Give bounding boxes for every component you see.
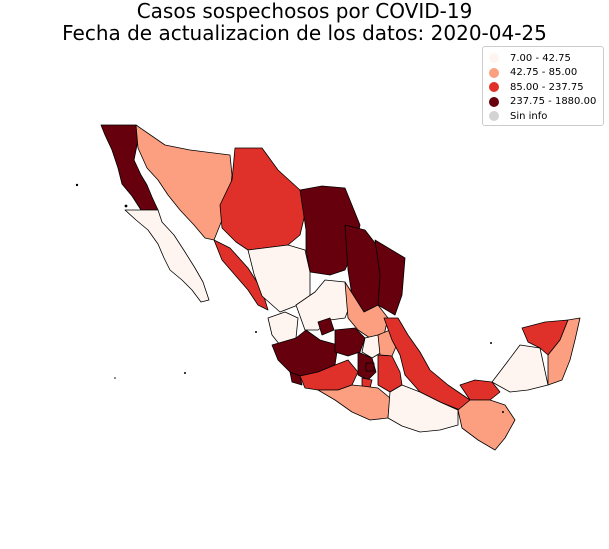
state-sonora	[135, 124, 233, 241]
state-colima	[289, 371, 303, 386]
legend-label: 7.00 - 42.75	[510, 52, 571, 64]
map-title-line-2: Fecha de actualizacion de los datos: 202…	[62, 21, 547, 45]
state-oaxaca	[387, 384, 459, 433]
island-1	[75, 183, 79, 187]
state-guanajuato	[334, 327, 366, 357]
state-michoacan	[299, 359, 359, 391]
legend-swatch	[489, 96, 499, 107]
state-chihuahua	[219, 147, 307, 251]
legend-swatch	[489, 67, 499, 78]
legend-item-5: Sin info	[489, 109, 603, 124]
island-5	[255, 331, 257, 333]
legend-label: Sin info	[510, 110, 548, 122]
legend-item-1: 7.00 - 42.75	[489, 51, 603, 66]
state-aguascalientes	[317, 317, 335, 336]
legend-swatch	[489, 82, 499, 93]
legend-item-2: 42.75 - 85.00	[489, 66, 603, 81]
state-guerrero	[317, 384, 391, 421]
map-title-line-1: Casos sospechosos por COVID-19	[136, 0, 473, 23]
state-tamaulipas	[374, 239, 406, 316]
state-puebla	[377, 354, 403, 393]
island-3	[184, 372, 186, 374]
legend: 7.00 - 42.75 42.75 - 85.00 85.00 - 237.7…	[482, 46, 604, 126]
legend-label: 85.00 - 237.75	[510, 81, 584, 93]
state-campeche	[491, 344, 549, 393]
state-quintana-roo	[547, 317, 581, 386]
legend-item-4: 237.75 - 1880.00	[489, 95, 603, 110]
island-4	[114, 377, 116, 379]
island-6	[490, 342, 492, 344]
island-2	[124, 204, 128, 208]
state-coahuila	[299, 185, 361, 276]
state-baja-california-sur	[124, 209, 210, 303]
legend-swatch	[489, 53, 499, 64]
island-7	[502, 411, 504, 413]
legend-swatch	[489, 111, 499, 122]
legend-label: 237.75 - 1880.00	[510, 96, 597, 108]
legend-label: 42.75 - 85.00	[510, 67, 578, 79]
state-chiapas	[457, 399, 516, 451]
state-cdmx	[365, 362, 375, 372]
legend-item-3: 85.00 - 237.75	[489, 80, 603, 95]
state-sinaloa	[213, 239, 269, 311]
state-queretaro	[361, 334, 383, 359]
